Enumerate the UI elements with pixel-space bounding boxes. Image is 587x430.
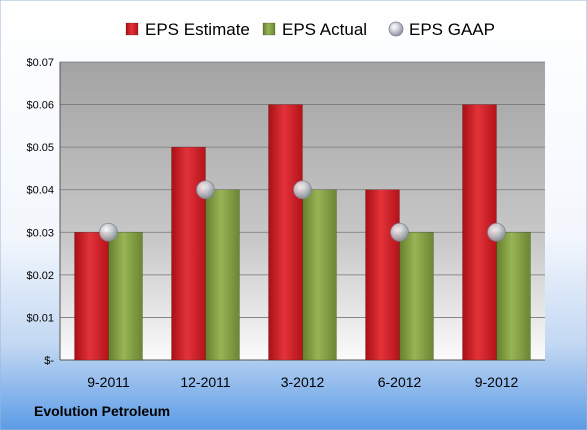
legend-swatch bbox=[125, 22, 139, 36]
marker-eps-gaap bbox=[99, 222, 118, 242]
gaap-markers bbox=[99, 180, 506, 242]
x-axis-tick-labels: 9-2011 12-2011 3-2012 6-2012 9-2012 bbox=[87, 374, 518, 390]
bar-eps-estimate bbox=[268, 104, 303, 361]
bar-eps-estimate bbox=[74, 231, 109, 361]
y-tick-label: $0.01 bbox=[26, 312, 54, 324]
y-tick-label: $0.04 bbox=[26, 185, 54, 197]
legend-label: EPS GAAP bbox=[409, 20, 495, 39]
x-tick-label: 3-2012 bbox=[281, 374, 325, 390]
legend-label: EPS Estimate bbox=[145, 20, 250, 39]
x-tick-label: 9-2012 bbox=[475, 374, 519, 390]
legend-swatch bbox=[388, 21, 404, 37]
legend-label: EPS Actual bbox=[282, 20, 367, 39]
marker-eps-gaap bbox=[293, 180, 312, 200]
bar-eps-actual bbox=[496, 231, 531, 361]
bar-eps-actual bbox=[205, 189, 240, 361]
marker-eps-gaap bbox=[487, 222, 506, 242]
bar-eps-estimate bbox=[365, 189, 400, 361]
y-tick-label: $0.05 bbox=[26, 142, 54, 154]
bar-eps-actual bbox=[108, 231, 143, 361]
y-tick-label: $- bbox=[44, 355, 54, 367]
legend-swatch bbox=[262, 22, 276, 36]
bar-eps-actual bbox=[302, 189, 337, 361]
y-tick-label: $0.06 bbox=[26, 100, 54, 112]
bar-eps-estimate bbox=[171, 146, 206, 361]
y-tick-label: $0.02 bbox=[26, 270, 54, 282]
marker-eps-gaap bbox=[390, 222, 409, 242]
legend: EPS Estimate EPS Actual EPS GAAP bbox=[125, 20, 495, 39]
y-tick-label: $0.03 bbox=[26, 227, 54, 239]
y-tick-label: $0.07 bbox=[26, 57, 54, 69]
y-axis-tick-labels: $- $0.01 $0.02 $0.03 $0.04 $0.05 $0.06 $0.07 bbox=[26, 57, 54, 367]
marker-eps-gaap bbox=[196, 180, 215, 200]
company-label: Evolution Petroleum bbox=[34, 403, 170, 419]
bar-eps-actual bbox=[399, 231, 434, 361]
x-tick-label: 12-2011 bbox=[180, 374, 231, 390]
x-tick-label: 6-2012 bbox=[378, 374, 422, 390]
x-tick-label: 9-2011 bbox=[87, 374, 130, 390]
